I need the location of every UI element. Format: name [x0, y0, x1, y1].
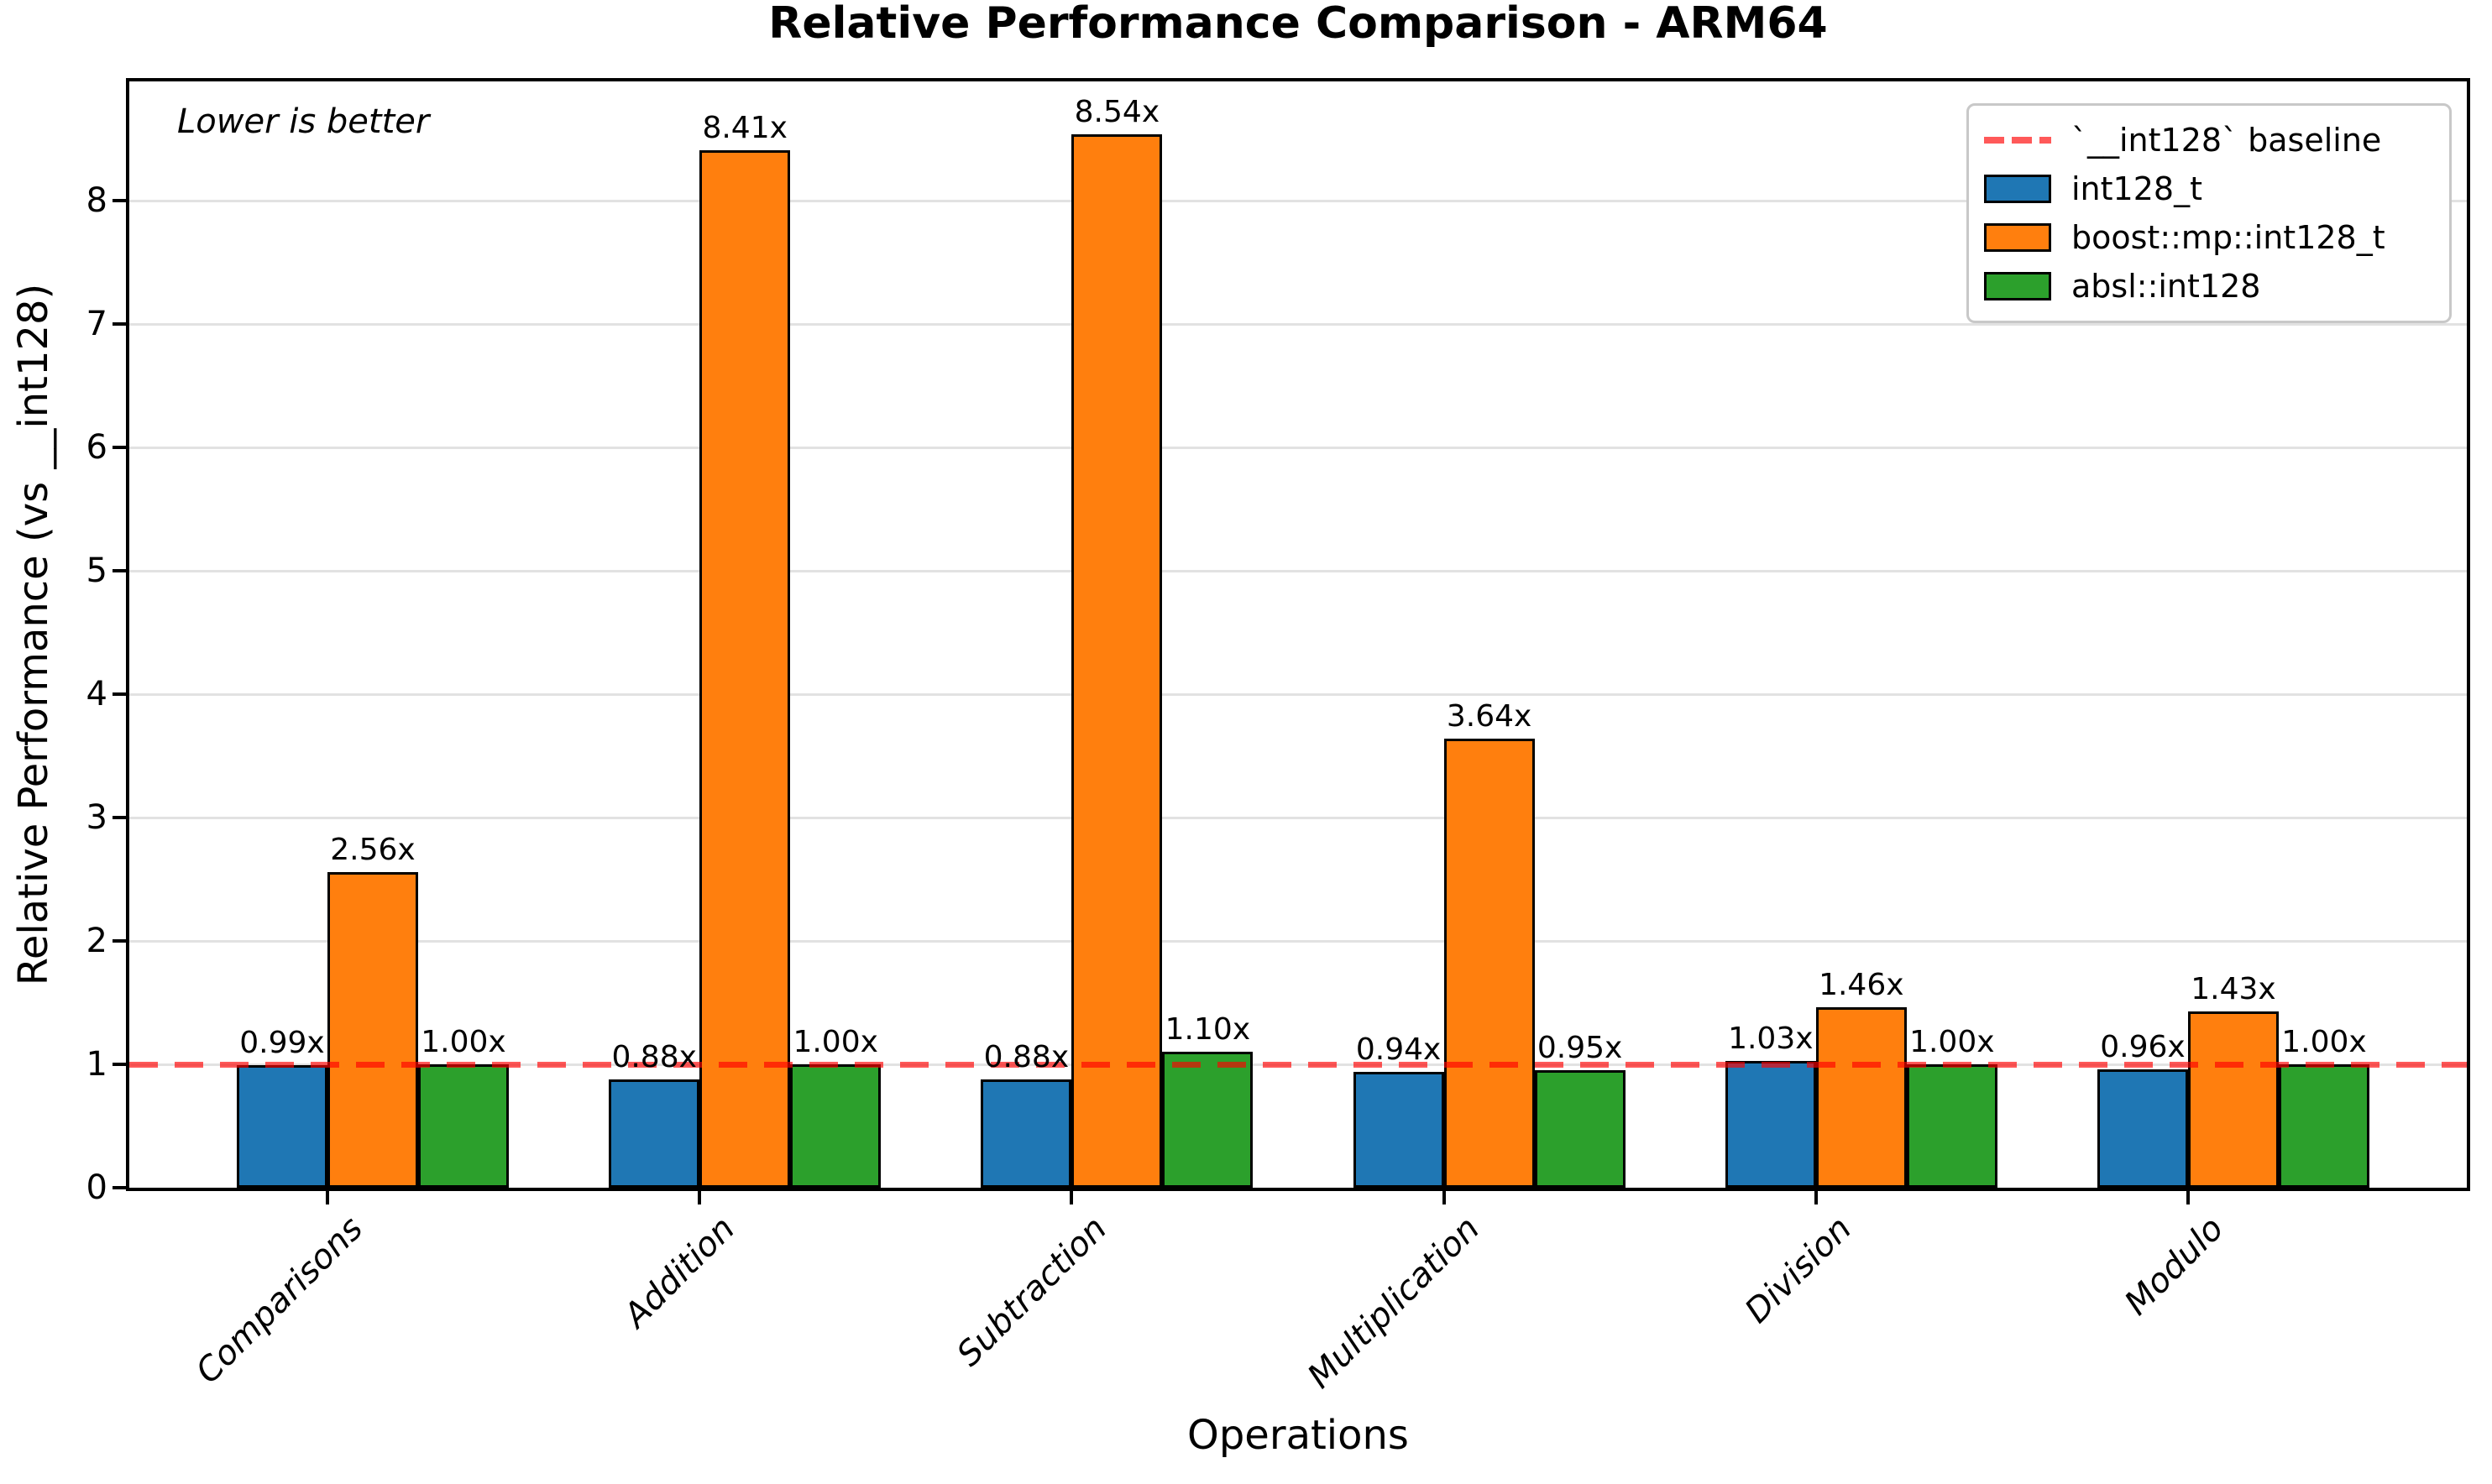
y-tick-label: 5 — [86, 551, 107, 590]
y-tick-mark — [113, 1063, 126, 1066]
x-tick-mark — [1070, 1191, 1074, 1204]
baseline-dash-swatch — [1984, 137, 2051, 144]
bar-value-label: 1.03x — [1728, 1021, 1814, 1056]
bar-boost::mp::int128_t — [2188, 1011, 2279, 1188]
y-tick-mark — [113, 939, 126, 943]
grid-line — [129, 199, 2467, 202]
x-tick-mark — [1814, 1191, 1818, 1204]
absl-int128-swatch — [1984, 272, 2051, 300]
y-tick-label: 7 — [86, 305, 107, 343]
lower-is-better-annotation: Lower is better — [177, 102, 430, 141]
bar-boost::mp::int128_t — [1071, 134, 1163, 1188]
legend: `__int128` baseline int128_t boost::mp::… — [1966, 103, 2452, 323]
y-tick-mark — [113, 692, 126, 696]
plot-area: Lower is better `__int128` baseline int1… — [126, 78, 2470, 1191]
x-tick-mark — [326, 1191, 329, 1204]
x-tick-mark — [698, 1191, 702, 1204]
bar-int128_t — [2097, 1069, 2188, 1188]
bar-value-label: 1.10x — [1165, 1012, 1251, 1048]
y-axis-label: Relative Performance (vs __int128) — [10, 283, 57, 986]
x-tick-mark — [2186, 1191, 2190, 1204]
bar-value-label: 8.54x — [1074, 94, 1160, 129]
y-tick-mark — [113, 816, 126, 819]
bar-value-label: 1.00x — [2281, 1025, 2367, 1059]
bar-absl::int128 — [1534, 1070, 1626, 1188]
y-tick-label: 6 — [86, 428, 107, 467]
bar-absl::int128 — [1906, 1064, 1997, 1188]
legend-row-baseline: `__int128` baseline — [1984, 116, 2449, 165]
bar-value-label: 0.88x — [983, 1039, 1070, 1074]
bar-value-label: 3.64x — [1446, 698, 1532, 734]
grid-line — [129, 939, 2467, 943]
baseline-line — [129, 1061, 2467, 1068]
bar-value-label: 1.00x — [1909, 1025, 1995, 1059]
bar-boost::mp::int128_t — [699, 150, 791, 1188]
grid-line — [129, 816, 2467, 819]
legend-label-absl-int128: absl::int128 — [2071, 268, 2261, 305]
legend-label-boost-int128-t: boost::mp::int128_t — [2071, 219, 2385, 256]
bar-absl::int128 — [1162, 1052, 1254, 1188]
bar-int128_t — [1725, 1061, 1816, 1188]
bar-value-label: 2.56x — [330, 832, 416, 867]
legend-row-absl-int128: absl::int128 — [1984, 262, 2449, 311]
bar-int128_t — [981, 1079, 1072, 1188]
int128-t-swatch — [1984, 175, 2051, 203]
bar-boost::mp::int128_t — [1815, 1007, 1907, 1188]
bar-value-label: 0.99x — [239, 1026, 325, 1061]
legend-row-int128-t: int128_t — [1984, 165, 2449, 213]
y-tick-label: 2 — [86, 922, 107, 960]
y-tick-mark — [113, 322, 126, 326]
bar-value-label: 0.96x — [2100, 1029, 2186, 1064]
bar-int128_t — [1353, 1072, 1444, 1188]
grid-line — [129, 692, 2467, 696]
y-tick-label: 8 — [86, 181, 107, 220]
bar-boost::mp::int128_t — [1443, 739, 1535, 1188]
grid-line — [129, 446, 2467, 449]
legend-label-baseline: `__int128` baseline — [2071, 122, 2382, 159]
legend-label-int128-t: int128_t — [2071, 170, 2202, 207]
y-tick-mark — [113, 1186, 126, 1189]
y-tick-label: 4 — [86, 675, 107, 713]
bar-value-label: 0.95x — [1537, 1031, 1623, 1066]
bar-boost::mp::int128_t — [327, 872, 418, 1188]
plot-inner: Lower is better `__int128` baseline int1… — [129, 81, 2467, 1188]
boost-int128-t-swatch — [1984, 223, 2051, 252]
bar-absl::int128 — [2279, 1064, 2369, 1188]
bar-value-label: 8.41x — [702, 110, 788, 145]
bar-absl::int128 — [418, 1064, 509, 1188]
x-axis-label: Operations — [1187, 1412, 1409, 1459]
bar-value-label: 1.00x — [421, 1025, 506, 1059]
bar-value-label: 1.00x — [793, 1025, 878, 1059]
bar-value-label: 1.46x — [1819, 968, 1904, 1003]
y-tick-label: 1 — [86, 1045, 107, 1084]
y-tick-mark — [113, 446, 126, 449]
y-tick-label: 0 — [86, 1168, 107, 1207]
y-tick-mark — [113, 569, 126, 572]
bar-absl::int128 — [790, 1064, 882, 1188]
bar-value-label: 1.43x — [2191, 971, 2276, 1006]
x-tick-mark — [1442, 1191, 1446, 1204]
grid-line — [129, 322, 2467, 326]
chart-title: Relative Performance Comparison - ARM64 — [768, 0, 1828, 49]
y-tick-label: 3 — [86, 798, 107, 837]
legend-row-boost-int128-t: boost::mp::int128_t — [1984, 213, 2449, 262]
bar-value-label: 0.94x — [1355, 1032, 1442, 1067]
y-tick-mark — [113, 199, 126, 202]
bar-int128_t — [609, 1079, 700, 1188]
grid-line — [129, 569, 2467, 572]
bar-value-label: 0.88x — [611, 1039, 697, 1074]
bar-int128_t — [237, 1065, 327, 1188]
